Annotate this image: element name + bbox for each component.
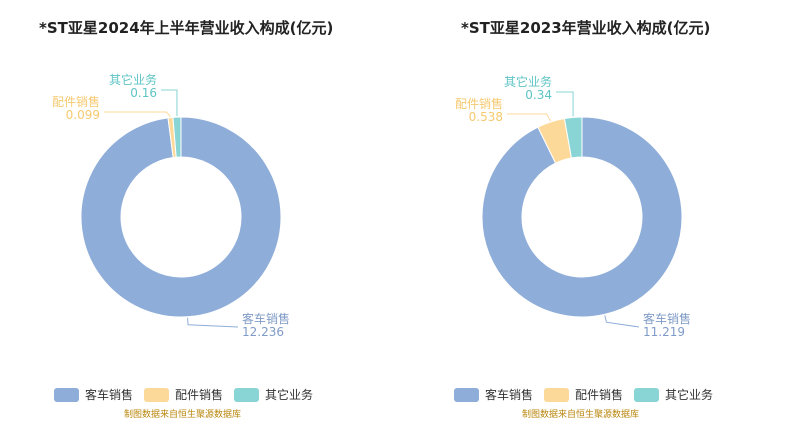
donut-slice[interactable] (481, 116, 683, 318)
slice-category-label: 配件销售 (455, 96, 503, 111)
legend-label: 客车销售 (85, 388, 134, 402)
legend-label: 客车销售 (485, 388, 534, 402)
slice-value-label: 0.16 (130, 86, 157, 100)
source-note: 制图数据来自恒生聚源数据库 (522, 410, 640, 420)
slice-category-label: 客车销售 (242, 311, 290, 326)
label-leader-line (604, 315, 640, 328)
donut-slice[interactable] (563, 116, 583, 159)
slice-category-label: 客车销售 (643, 311, 691, 326)
legend-label: 配件销售 (175, 388, 224, 402)
donut-slice[interactable] (80, 116, 282, 318)
slice-category-label: 其它业务 (504, 74, 552, 89)
label-leader-line (556, 91, 574, 117)
slice-value-label: 12.236 (242, 325, 284, 339)
label-leader-line (507, 113, 552, 122)
label-leader-line (187, 317, 239, 328)
legend-item[interactable]: 其它业务 (634, 386, 713, 403)
legend-swatch (144, 387, 170, 402)
chart-panel-2024h1: *ST亚星2024年上半年营业收入构成(亿元) 客车销售 12.236 配件销售 0.… (39, 19, 334, 420)
chart-panel-2023: *ST亚星2023年营业收入构成(亿元) 客车销售 11.219 配件销售 0.538… (401, 0, 802, 445)
legend-item[interactable]: 客车销售 (454, 386, 533, 403)
chart-title: *ST亚星2023年营业收入构成(亿元) (461, 19, 711, 37)
slice-value-label: 0.538 (469, 110, 503, 124)
legend-swatch (54, 387, 79, 402)
slice-category-label: 其它业务 (109, 72, 157, 87)
legend-label: 其它业务 (665, 388, 714, 402)
legend-label: 配件销售 (575, 388, 624, 402)
legend-swatch (234, 387, 260, 402)
slice-value-label: 0.099 (66, 108, 100, 122)
legend-swatch (634, 387, 660, 402)
label-leader-line (104, 111, 171, 117)
legend-item[interactable]: 配件销售 (544, 386, 623, 403)
legend: 客车销售 配件销售 其它业务 (454, 386, 724, 403)
slice-value-label: 11.219 (643, 325, 685, 339)
source-note: 制图数据来自恒生聚源数据库 (124, 410, 242, 420)
slice-category-label: 配件销售 (52, 94, 100, 109)
label-leader-line (161, 89, 178, 117)
donut-slice[interactable] (172, 116, 182, 158)
legend-item[interactable]: 其它业务 (234, 386, 313, 403)
legend-swatch (544, 387, 570, 402)
chart-title: *ST亚星2024年上半年营业收入构成(亿元) (39, 19, 334, 37)
legend-item[interactable]: 配件销售 (144, 386, 223, 403)
legend-swatch (454, 387, 479, 402)
legend-item[interactable]: 客车销售 (54, 386, 133, 403)
slice-value-label: 0.34 (525, 88, 552, 102)
legend: 客车销售 配件销售 其它业务 (54, 386, 324, 403)
legend-label: 其它业务 (265, 388, 314, 402)
